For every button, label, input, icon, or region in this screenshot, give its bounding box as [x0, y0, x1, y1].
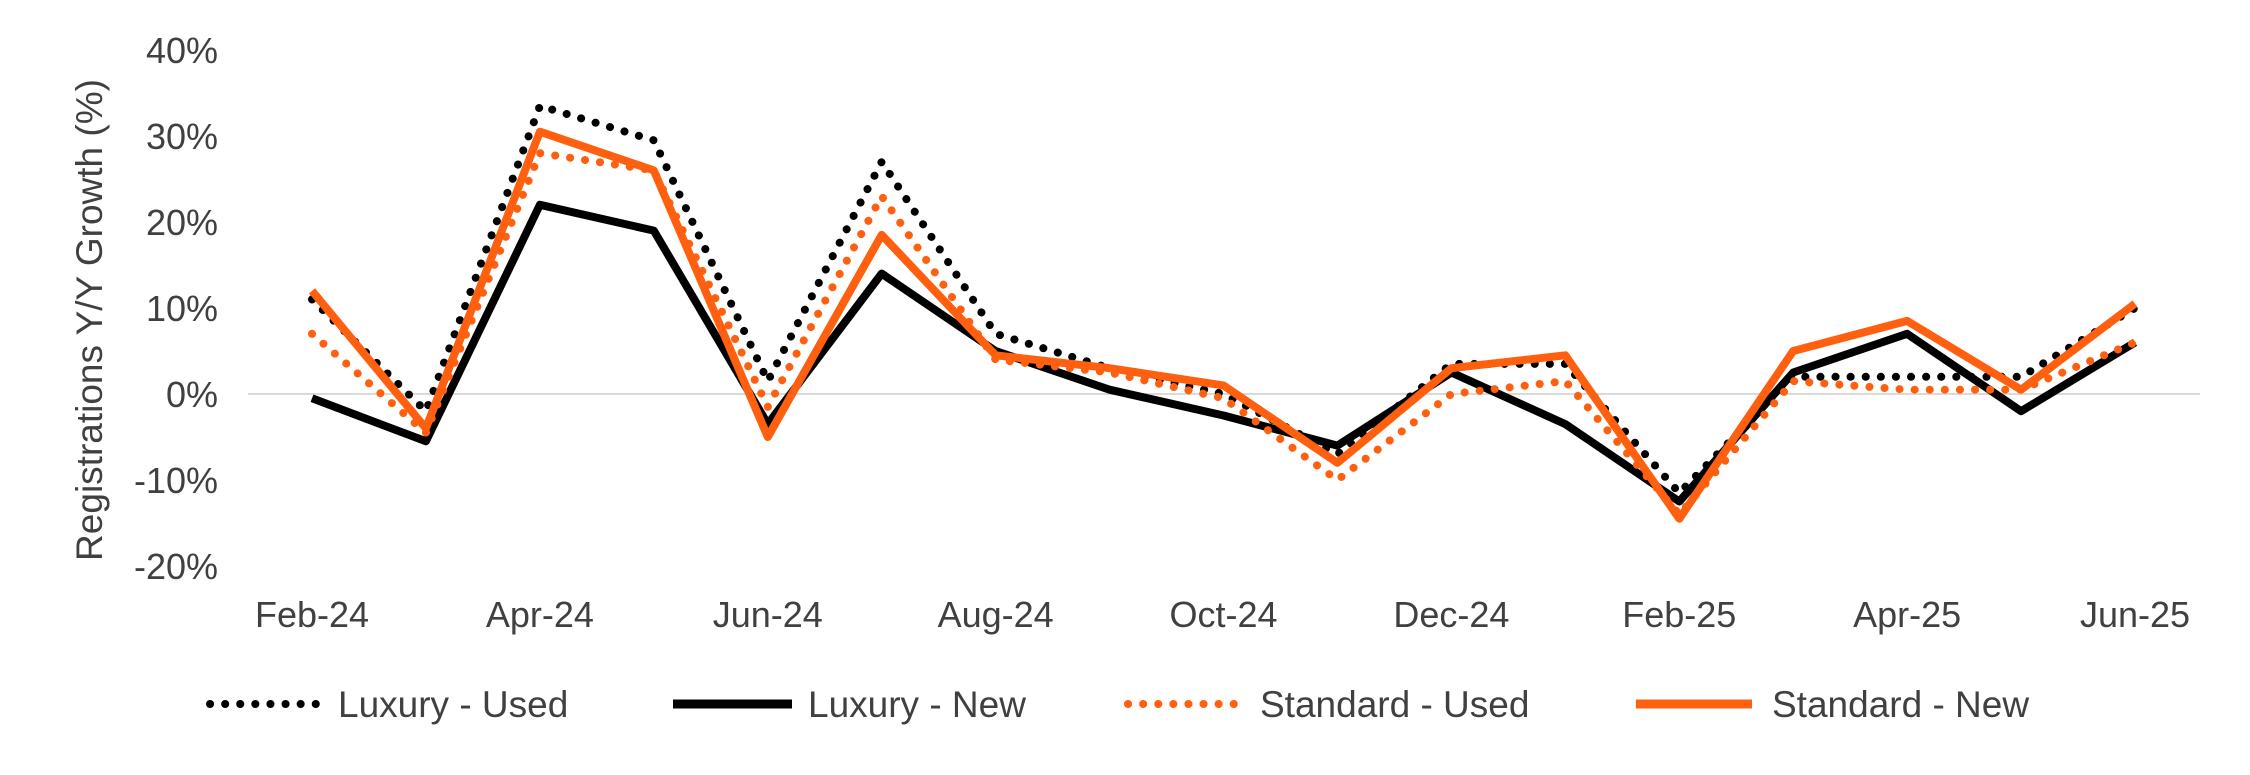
x-tick-label: Dec-24 — [1393, 594, 1509, 635]
y-axis-ticks: -20% -10% 0% 10% 20% 30% 40% — [134, 30, 218, 587]
x-tick-label: Aug-24 — [938, 594, 1054, 635]
y-tick-label: 10% — [146, 288, 218, 329]
x-tick-label: Jun-24 — [713, 594, 823, 635]
legend-item-luxury-used: Luxury - Used — [206, 684, 568, 725]
legend-label: Standard - New — [1772, 684, 2029, 725]
x-tick-label: Jun-25 — [2080, 594, 2190, 635]
x-tick-label: Apr-25 — [1853, 594, 1961, 635]
legend: Luxury - Used Luxury - New Standard - Used… — [206, 684, 2029, 725]
legend-label: Luxury - New — [808, 684, 1026, 725]
series-line-standard-used — [308, 149, 2139, 519]
y-axis-title: Registrations Y/Y Growth (%) — [69, 79, 110, 561]
legend-label: Luxury - Used — [338, 684, 568, 725]
series-line-standard-new — [308, 127, 2138, 523]
y-tick-label: -20% — [134, 546, 218, 587]
x-tick-label: Feb-24 — [255, 594, 369, 635]
y-tick-label: 0% — [166, 374, 218, 415]
y-tick-label: -10% — [134, 460, 218, 501]
legend-item-standard-used: Standard - Used — [1124, 684, 1529, 725]
y-tick-label: 20% — [146, 202, 218, 243]
series-lines — [308, 101, 2139, 523]
x-tick-label: Apr-24 — [486, 594, 594, 635]
y-tick-label: 30% — [146, 116, 218, 157]
x-tick-label: Feb-25 — [1622, 594, 1736, 635]
legend-label: Standard - Used — [1260, 684, 1529, 725]
x-tick-label: Oct-24 — [1169, 594, 1277, 635]
y-tick-label: 40% — [146, 30, 218, 71]
legend-item-standard-new: Standard - New — [1636, 684, 2029, 725]
x-axis-ticks: Feb-24 Apr-24 Jun-24 Aug-24 Oct-24 Dec-24 Feb-… — [255, 594, 2190, 635]
series-line-luxury-new — [310, 200, 2138, 506]
legend-item-luxury-new: Luxury - New — [673, 684, 1026, 725]
